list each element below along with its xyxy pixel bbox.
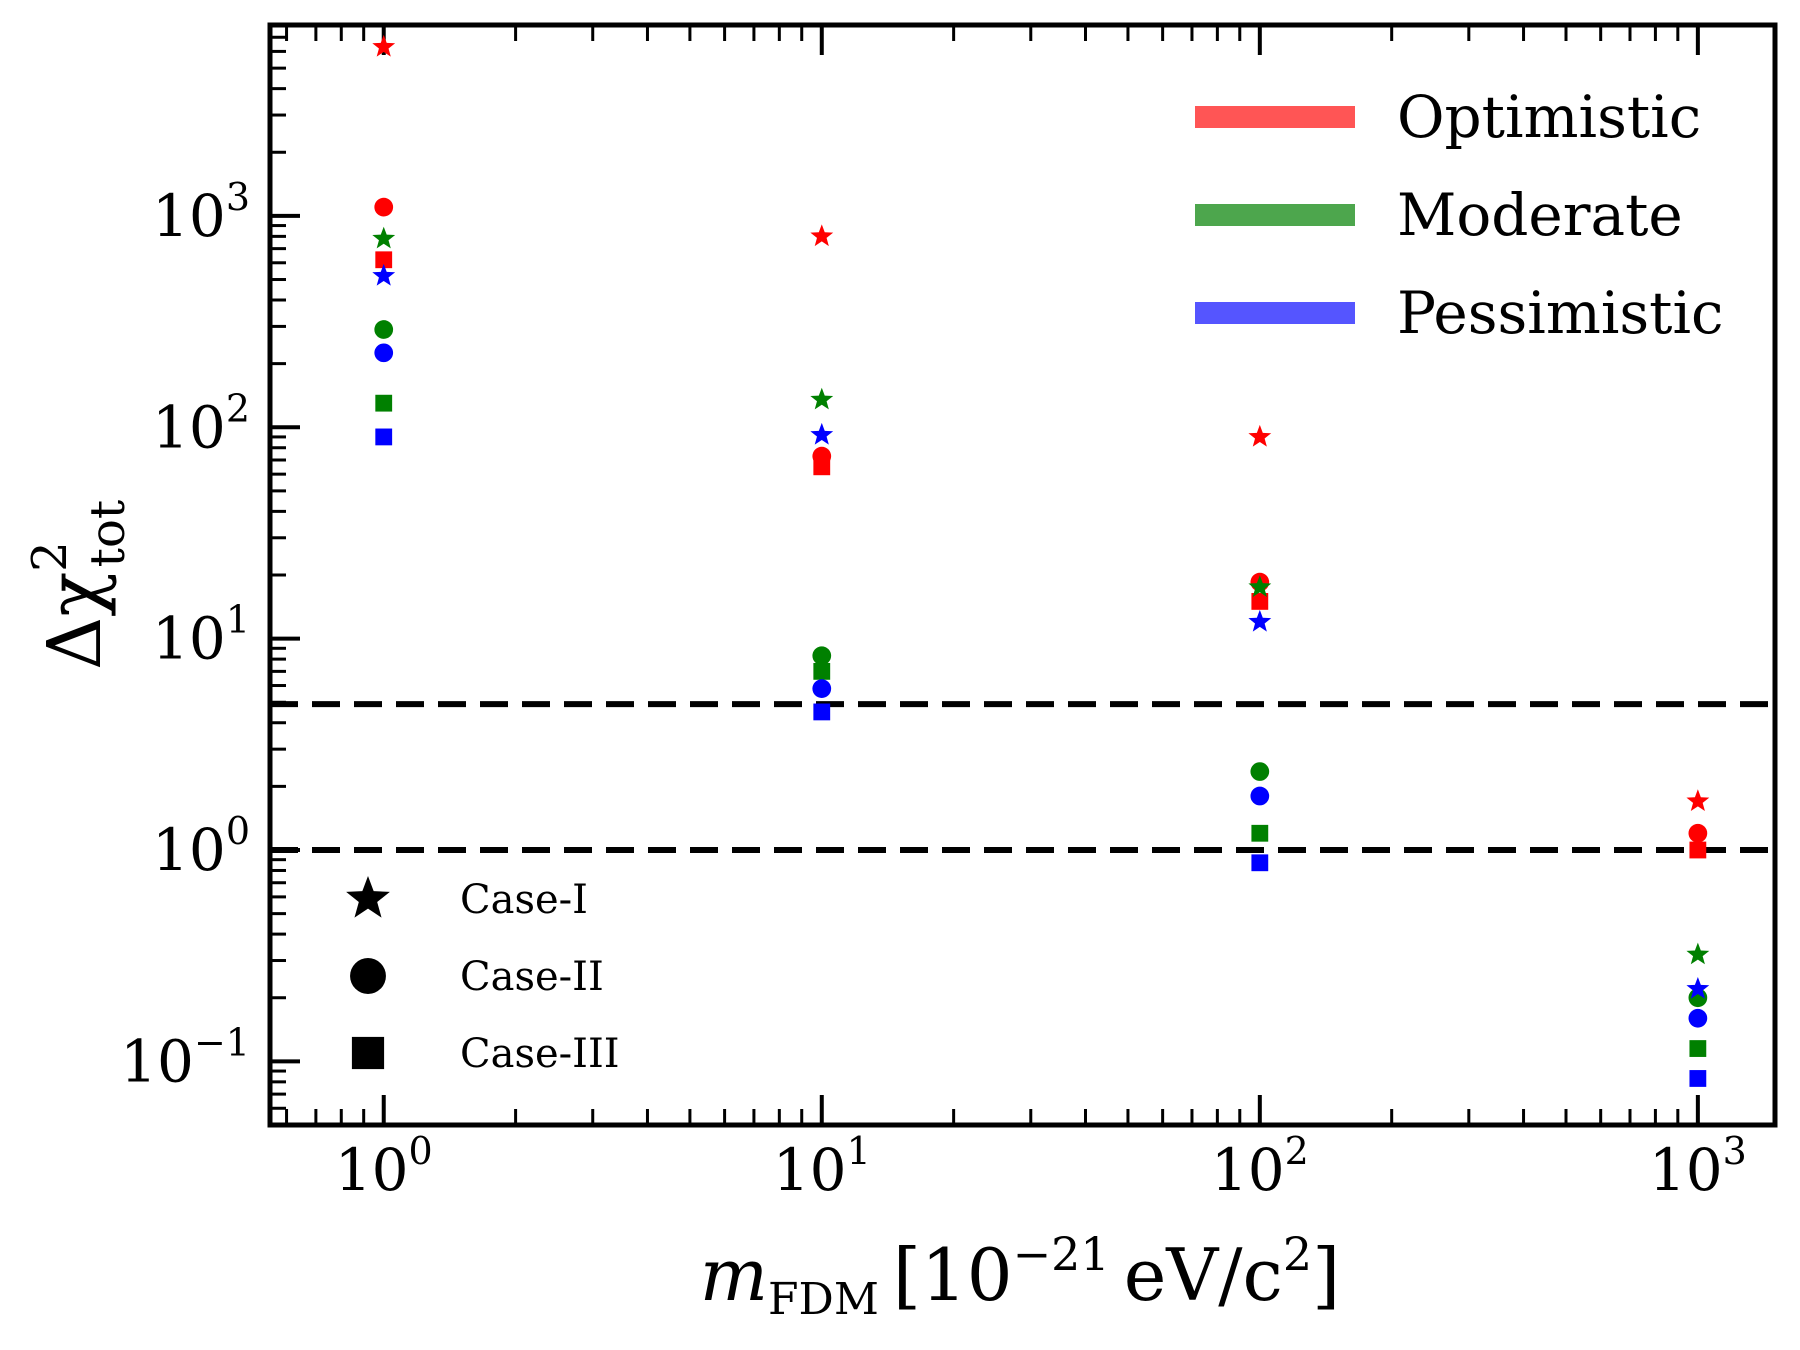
data-point-optimistic-case-iii [375, 251, 393, 269]
y-tick-label: 102 [152, 386, 250, 461]
y-axis-label-prefix: Δχ [32, 572, 118, 670]
data-point-pessimistic-case-ii [1250, 786, 1270, 806]
x-axis-label-unit-base: 10 [921, 1233, 1013, 1317]
data-point-optimistic-case-i [1248, 424, 1272, 447]
x-tick-labels: 100 101 102 103 [335, 1129, 1747, 1204]
data-point-moderate-case-iii [1689, 1040, 1707, 1057]
x-axis-label-bracket-open: [ [893, 1233, 921, 1317]
y-tick-label-exp: 3 [226, 175, 250, 219]
x-tick-label: 102 [1211, 1129, 1309, 1204]
y-tick-label: 10−1 [120, 1020, 250, 1095]
data-point-pessimistic-case-iii [1689, 1070, 1707, 1087]
y-tick-label-exp: 1 [226, 598, 250, 642]
x-tick-label-exp: 1 [847, 1129, 871, 1173]
x-axis-label-sub: FDM [768, 1274, 879, 1325]
legend-marker-star-icon [346, 876, 390, 918]
minor-ticks [270, 23, 1680, 1127]
legend-label-optimistic: Optimistic [1397, 83, 1701, 151]
data-point-pessimistic-case-ii [812, 679, 832, 698]
data-point-optimistic-case-iii [1251, 593, 1269, 610]
data-point-moderate-case-iii [1251, 824, 1269, 842]
y-tick-label-base: 10 [120, 1027, 194, 1095]
y-tick-label: 100 [152, 809, 250, 884]
data-point-optimistic-case-ii [374, 197, 394, 217]
data-point-optimistic-case-i [810, 224, 834, 247]
legend-label-case-ii: Case-II [460, 954, 604, 1000]
plot-area-frame [267, 22, 1778, 1128]
legend-markers: Case-I Case-II Case-III [346, 876, 620, 1077]
data-point-pessimistic-case-i [1686, 976, 1710, 999]
data-point-pessimistic-case-iii [1251, 854, 1269, 872]
data-point-moderate-case-i [810, 387, 834, 410]
y-tick-label-exp: 2 [226, 386, 250, 430]
x-axis-label-unit-exp: −21 [1013, 1227, 1110, 1281]
data-point-optimistic-case-iii [1689, 841, 1707, 859]
data-point-moderate-case-i [372, 226, 396, 249]
data-points [372, 34, 1710, 1087]
data-point-optimistic-case-ii [1688, 823, 1708, 843]
x-axis-label-unit-rest: eV/c [1124, 1233, 1283, 1317]
x-axis-label-main: m [700, 1233, 768, 1317]
y-tick-label: 103 [152, 175, 250, 250]
data-point-moderate-case-i [1686, 942, 1710, 965]
data-point-pessimistic-case-ii [374, 343, 394, 363]
x-tick-label-base: 10 [335, 1136, 409, 1204]
data-point-optimistic-case-i [1686, 789, 1710, 811]
y-axis-label-sub: tot [80, 500, 136, 567]
x-axis-label: mFDM [10−21 eV/c2] [700, 1227, 1341, 1325]
y-tick-label-exp: −1 [194, 1020, 250, 1064]
y-tick-label-base: 10 [152, 816, 226, 884]
legend-marker-circle-icon [350, 958, 386, 994]
y-tick-label-base: 10 [152, 182, 226, 250]
y-axis-label: Δχ2tot [22, 500, 136, 670]
x-tick-label-exp: 3 [1723, 1129, 1747, 1173]
data-point-pessimistic-case-i [1248, 609, 1272, 632]
data-point-pessimistic-case-iii [375, 428, 393, 446]
data-point-moderate-case-i [1248, 575, 1272, 597]
data-point-moderate-case-ii [812, 646, 832, 666]
x-tick-label-base: 10 [773, 1136, 847, 1204]
y-axis-label-sup: 2 [22, 541, 78, 572]
y-tick-label: 101 [152, 598, 250, 673]
x-tick-label-exp: 0 [409, 1129, 433, 1173]
legend-label-pessimistic: Pessimistic [1397, 279, 1723, 347]
x-tick-label-base: 10 [1211, 1136, 1285, 1204]
x-axis-label-bracket-close: ] [1312, 1233, 1340, 1317]
x-axis-label-unit-exp2: 2 [1283, 1227, 1312, 1281]
data-point-pessimistic-case-i [372, 263, 396, 286]
data-point-optimistic-case-i [372, 34, 396, 57]
data-point-pessimistic-case-i [810, 422, 834, 445]
data-point-moderate-case-ii [374, 320, 394, 339]
legend-marker-square-icon [351, 1036, 385, 1070]
x-tick-label: 100 [335, 1129, 433, 1204]
data-point-optimistic-case-ii [812, 446, 832, 466]
y-tick-label-exp: 0 [226, 809, 250, 853]
legend-scenarios: Optimistic Moderate Pessimistic [1195, 83, 1723, 347]
legend-label-case-i: Case-I [460, 877, 588, 923]
data-point-moderate-case-iii [375, 394, 393, 412]
data-point-moderate-case-iii [813, 662, 831, 680]
y-tick-label-base: 10 [152, 605, 226, 673]
data-point-pessimistic-case-iii [813, 703, 831, 721]
x-tick-label-exp: 2 [1285, 1129, 1309, 1173]
x-tick-label-base: 10 [1649, 1136, 1723, 1204]
x-tick-label: 101 [773, 1129, 871, 1204]
data-point-pessimistic-case-ii [1688, 1008, 1708, 1028]
legend-label-moderate: Moderate [1397, 181, 1683, 249]
data-point-moderate-case-ii [1250, 762, 1270, 781]
x-tick-label: 103 [1649, 1129, 1747, 1204]
y-tick-label-base: 10 [152, 393, 226, 461]
legend-label-case-iii: Case-III [460, 1031, 620, 1077]
